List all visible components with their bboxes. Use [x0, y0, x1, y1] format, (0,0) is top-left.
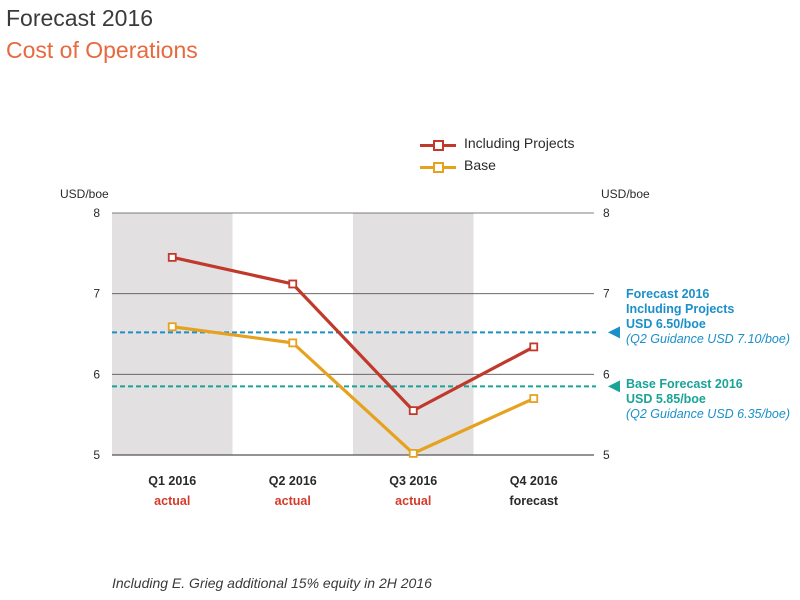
- y-tick-label-left: 8: [93, 206, 100, 220]
- annotation-forecast-including-projects: Forecast 2016 Including Projects USD 6.5…: [626, 287, 790, 347]
- legend-label-base: Base: [464, 157, 496, 173]
- series-line-base: [172, 325, 535, 455]
- chart-title: Forecast 2016: [6, 5, 154, 31]
- annotation-line: USD 6.50/boe: [626, 317, 706, 331]
- annotation-line: USD 5.85/boe: [626, 392, 706, 406]
- data-point-base: [529, 394, 539, 403]
- reference-arrow-icon: [608, 380, 620, 393]
- data-point-base: [167, 322, 177, 332]
- x-category-label: Q3 2016: [389, 474, 437, 488]
- x-category-label: Q2 2016: [269, 474, 317, 488]
- data-point-including-projects: [288, 279, 298, 289]
- y-tick-label-right: 6: [603, 367, 610, 381]
- annotation-note: (Q2 Guidance USD 7.10/boe): [626, 332, 790, 346]
- chart-subtitle: Cost of Operations: [6, 37, 198, 63]
- x-category-label: Q1 2016: [148, 474, 196, 488]
- x-category-sublabel: forecast: [509, 494, 558, 508]
- y-tick-label-right: 5: [603, 448, 610, 462]
- annotation-line: Forecast 2016: [626, 287, 710, 301]
- data-point-base: [408, 448, 418, 458]
- legend-label-including-projects: Including Projects: [464, 135, 575, 151]
- annotation-note: (Q2 Guidance USD 6.35/boe): [626, 407, 790, 421]
- reference-arrow-icon: [608, 326, 620, 339]
- legend-marker-base: [433, 162, 444, 173]
- data-point-base: [288, 338, 298, 348]
- series-line-including-projects: [171, 255, 535, 413]
- x-category-sublabel: actual: [275, 494, 311, 508]
- y-axis-label-left: USD/boe: [60, 187, 109, 201]
- y-tick-label-left: 6: [93, 367, 100, 381]
- y-tick-label-right: 7: [603, 287, 610, 301]
- data-point-including-projects: [529, 342, 539, 352]
- annotation-base-forecast: Base Forecast 2016 USD 5.85/boe (Q2 Guid…: [626, 377, 790, 422]
- data-point-including-projects: [167, 252, 177, 262]
- x-category-sublabel: actual: [154, 494, 190, 508]
- x-category-sublabel: actual: [395, 494, 431, 508]
- y-tick-label-right: 8: [603, 206, 610, 220]
- legend-marker-including-projects: [433, 140, 444, 151]
- annotation-line: Including Projects: [626, 302, 735, 316]
- footnote: Including E. Grieg additional 15% equity…: [112, 575, 432, 591]
- x-category-label: Q4 2016: [510, 474, 558, 488]
- annotation-line: Base Forecast 2016: [626, 377, 743, 391]
- shaded-column: [353, 213, 474, 455]
- y-tick-label-left: 5: [93, 448, 100, 462]
- y-tick-label-left: 7: [93, 287, 100, 301]
- y-axis-label-right: USD/boe: [601, 187, 650, 201]
- data-point-including-projects: [408, 406, 418, 416]
